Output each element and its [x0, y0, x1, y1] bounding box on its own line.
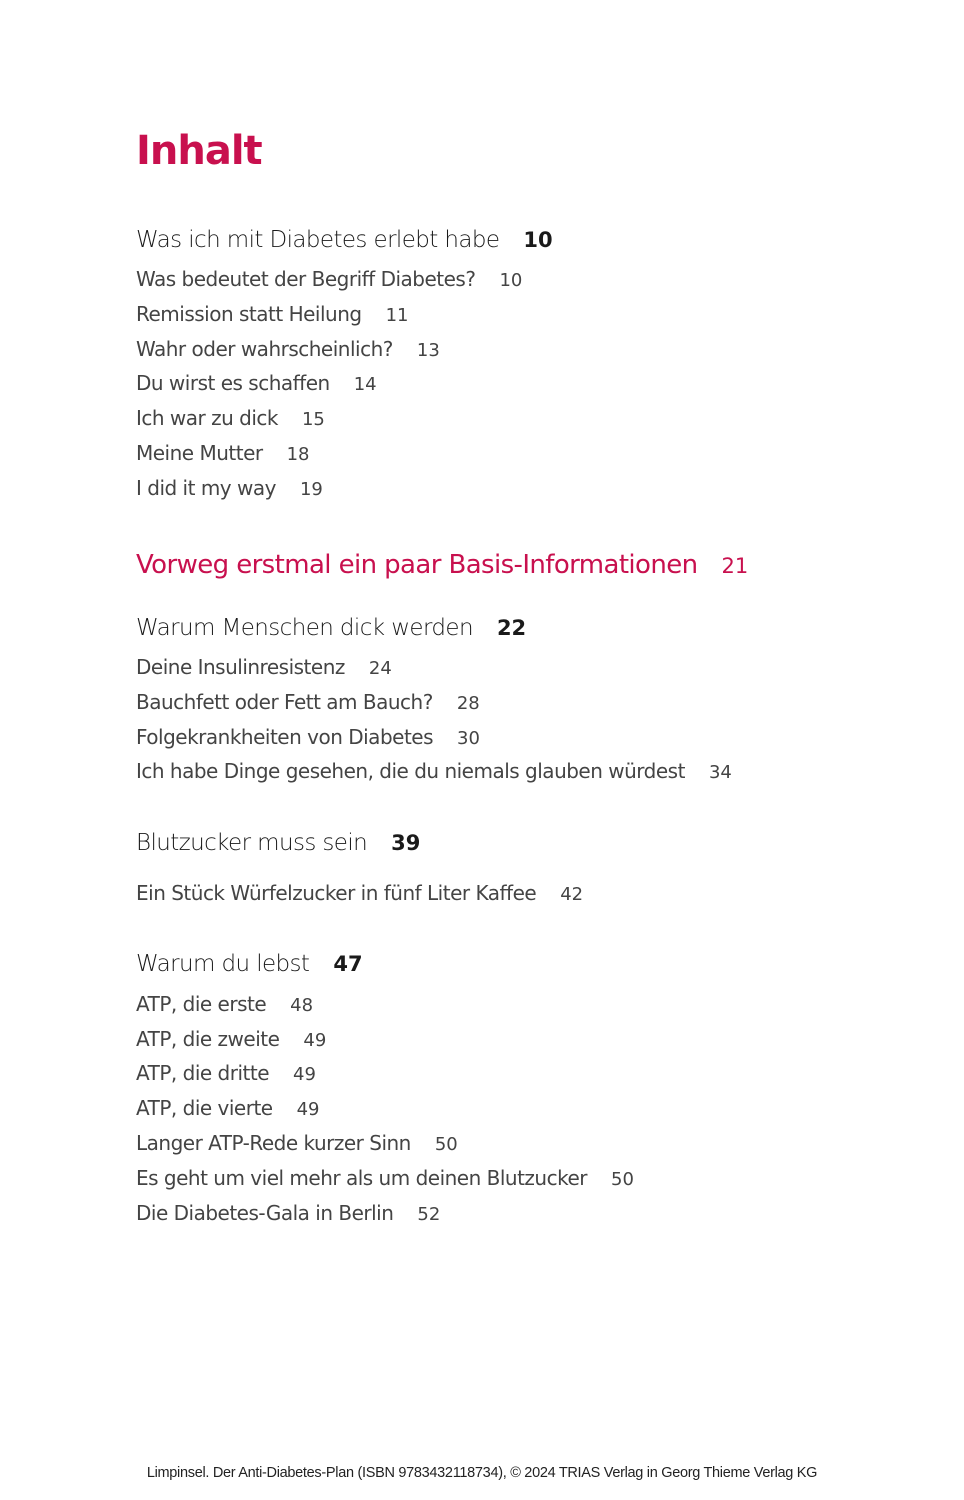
- toc-entry-page-number: 49: [296, 1099, 320, 1120]
- toc-entry-title: Langer ATP-Rede kurzer Sinn: [136, 1131, 411, 1155]
- toc-entry-chapter: Warum Menschen dick werden 22: [136, 615, 526, 641]
- toc-entry-page-number: 14: [353, 374, 377, 395]
- toc-entry-page-number: 28: [456, 693, 480, 714]
- toc-entry-title: Warum du lebst: [136, 951, 310, 977]
- toc-entry-page-number: 49: [303, 1030, 327, 1051]
- toc-entry-page-number: 11: [385, 305, 409, 326]
- toc-entry-page-number: 19: [299, 479, 323, 500]
- toc-entry-title: Blutzucker muss sein: [136, 830, 368, 856]
- toc-entry-title: Vorweg erstmal ein paar Basis-Informatio…: [136, 550, 698, 580]
- toc-entry-page-number: 22: [496, 616, 527, 640]
- toc-entry-page-number: 49: [293, 1064, 316, 1085]
- toc-entry-page-number: 13: [416, 340, 440, 361]
- toc-entry-title: Ich war zu dick: [136, 406, 278, 430]
- toc-entry-page-number: 52: [417, 1204, 441, 1225]
- toc-entry-sub: Folgekrankheiten von Diabetes 30: [136, 725, 480, 749]
- page-title: Inhalt: [136, 128, 263, 174]
- toc-entry-chapter: Blutzucker muss sein 39: [136, 830, 420, 856]
- toc-entry-page-number: 10: [499, 270, 523, 291]
- toc-entry-title: ATP, die vierte: [136, 1096, 273, 1120]
- toc-entry-title: Folgekrankheiten von Diabetes: [136, 725, 434, 749]
- toc-entry-sub: ATP, die dritte 49: [136, 1061, 316, 1085]
- toc-entry-page-number: 10: [523, 228, 553, 252]
- toc-entry-title: Du wirst es schaffen: [136, 371, 330, 395]
- toc-entry-sub: Die Diabetes-Gala in Berlin 52: [136, 1201, 440, 1225]
- toc-entry-sub: Du wirst es schaffen 14: [136, 371, 377, 395]
- toc-entry-chapter: Was ich mit Diabetes erlebt habe 10: [136, 227, 553, 253]
- toc-entry-sub: Deine Insulinresistenz 24: [136, 655, 392, 679]
- toc-entry-page-number: 30: [457, 728, 480, 749]
- toc-entry-page-number: 50: [611, 1169, 634, 1190]
- toc-entry-title: Es geht um viel mehr als um deinen Blutz…: [136, 1166, 588, 1190]
- toc-entry-title: Ich habe Dinge gesehen, die du niemals g…: [136, 759, 685, 783]
- toc-entry-page-number: 15: [301, 409, 325, 430]
- footer-copyright: Limpinsel. Der Anti-Diabetes-Plan (ISBN …: [146, 1465, 818, 1481]
- toc-entry-title: ATP, die zweite: [136, 1027, 280, 1051]
- toc-entry-title: Remission statt Heilung: [136, 302, 362, 326]
- toc-entry-sub: Wahr oder wahrscheinlich? 13: [136, 337, 440, 361]
- toc-entry-title: Was ich mit Diabetes erlebt habe: [136, 227, 500, 253]
- toc-entry-sub: I did it my way 19: [136, 476, 323, 500]
- toc-entry-part: Vorweg erstmal ein paar Basis-Informatio…: [136, 550, 748, 580]
- toc-entry-page-number: 39: [391, 831, 421, 855]
- toc-entry-title: Deine Insulinresistenz: [136, 655, 345, 679]
- toc-entry-page-number: 50: [434, 1134, 458, 1155]
- toc-entry-title: Meine Mutter: [136, 441, 263, 465]
- toc-entry-page-number: 47: [333, 952, 363, 976]
- toc-entry-page-number: 48: [290, 995, 314, 1016]
- toc-entry-title: ATP, die dritte: [136, 1061, 270, 1085]
- toc-entry-sub: Bauchfett oder Fett am Bauch? 28: [136, 690, 480, 714]
- toc-entry-sub: Meine Mutter 18: [136, 441, 310, 465]
- toc-entry-sub: Was bedeutet der Begriff Diabetes? 10: [136, 267, 522, 291]
- toc-entry-sub: ATP, die erste 48: [136, 992, 313, 1016]
- toc-entry-chapter: Warum du lebst 47: [136, 951, 363, 977]
- toc-entry-page-number: 18: [286, 444, 310, 465]
- toc-entry-title: Warum Menschen dick werden: [136, 615, 474, 641]
- toc-entry-title: I did it my way: [136, 476, 276, 500]
- toc-entry-title: Was bedeutet der Begriff Diabetes?: [136, 267, 476, 291]
- toc-entry-page-number: 34: [708, 762, 732, 783]
- toc-entry-sub: ATP, die zweite 49: [136, 1027, 326, 1051]
- toc-entry-title: Wahr oder wahrscheinlich?: [136, 337, 393, 361]
- toc-entry-title: Ein Stück Würfelzucker in fünf Liter Kaf…: [136, 881, 537, 905]
- toc-entry-sub: Remission statt Heilung 11: [136, 302, 408, 326]
- toc-entry-title: Die Diabetes-Gala in Berlin: [136, 1201, 394, 1225]
- toc-entry-page-number: 24: [368, 658, 392, 679]
- toc-entry-page-number: 42: [560, 884, 584, 905]
- toc-entry-sub: Ich war zu dick 15: [136, 406, 325, 430]
- toc-entry-sub: ATP, die vierte 49: [136, 1096, 320, 1120]
- toc-entry-sub: Ich habe Dinge gesehen, die du niemals g…: [136, 759, 732, 783]
- toc-entry-title: ATP, die erste: [136, 992, 267, 1016]
- toc-entry-sub: Langer ATP-Rede kurzer Sinn 50: [136, 1131, 458, 1155]
- toc-entry-sub: Ein Stück Würfelzucker in fünf Liter Kaf…: [136, 881, 583, 905]
- toc-entry-sub: Es geht um viel mehr als um deinen Blutz…: [136, 1166, 634, 1190]
- toc-entry-page-number: 21: [721, 554, 749, 578]
- toc-entry-title: Bauchfett oder Fett am Bauch?: [136, 690, 433, 714]
